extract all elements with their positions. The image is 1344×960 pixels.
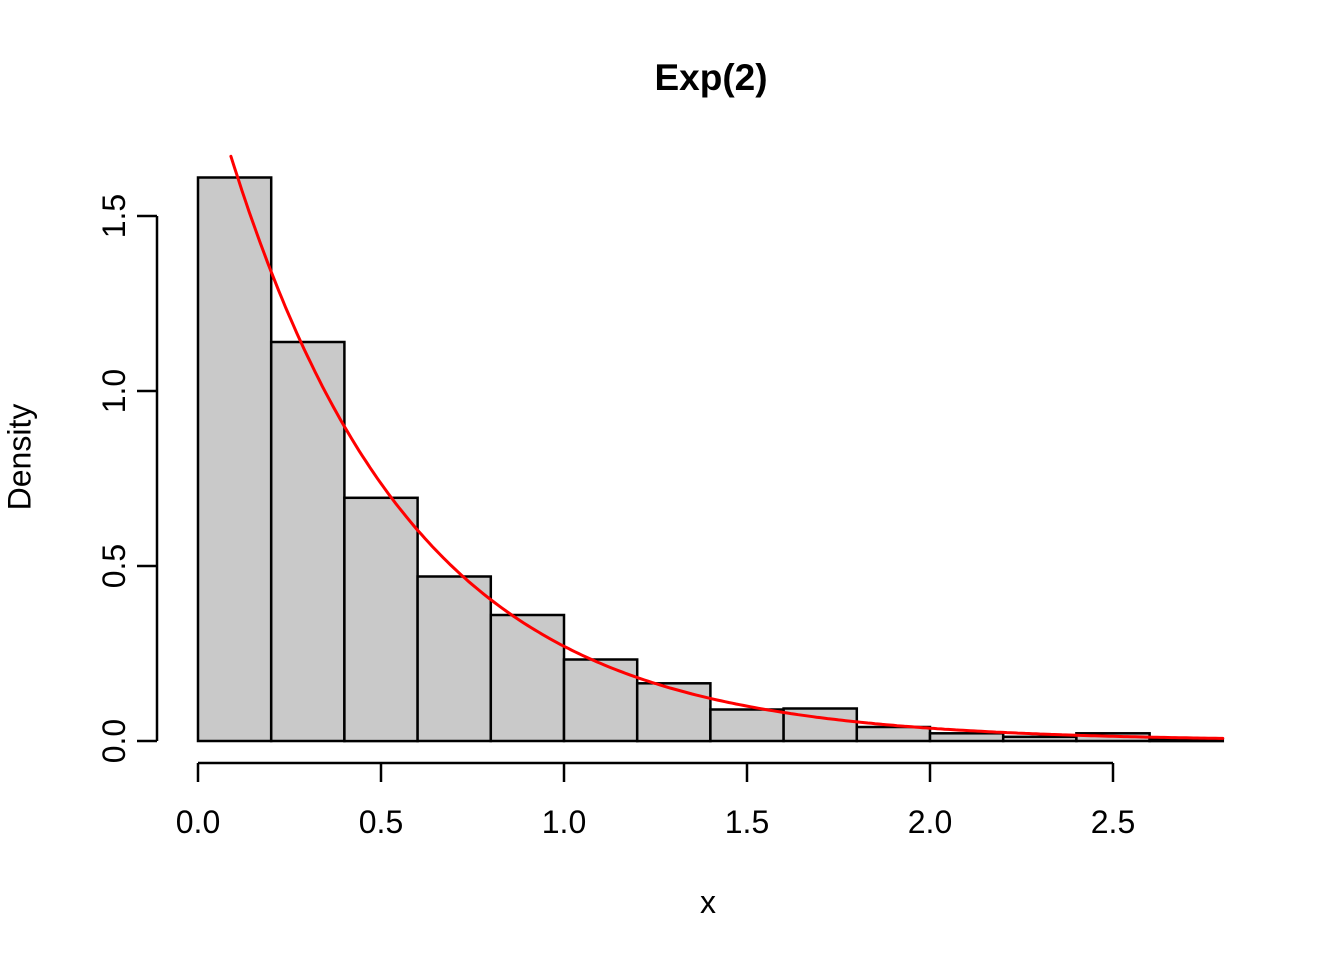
histogram-bar (635, 682, 712, 743)
x-tick-label: 2.0 (908, 804, 952, 840)
histogram-bar (1001, 735, 1078, 743)
x-tick-label: 0.0 (176, 804, 220, 840)
x-tick-label: 0.5 (359, 804, 403, 840)
histogram-bar (489, 613, 566, 743)
x-tick-label: 1.0 (542, 804, 586, 840)
histogram-bar (928, 732, 1005, 743)
y-axis (137, 214, 159, 743)
y-tick-label: 1.5 (96, 194, 132, 238)
x-axis-title: x (700, 884, 716, 920)
x-axis (196, 761, 1115, 782)
histogram-bar (269, 340, 346, 743)
density-curve (229, 154, 1225, 740)
histogram-bar (709, 708, 785, 743)
x-tick-label: 2.5 (1091, 804, 1135, 840)
histogram-bar (855, 725, 932, 743)
histogram-bar (562, 658, 639, 743)
histogram-bar (196, 176, 273, 743)
x-tick-label: 1.5 (725, 804, 769, 840)
y-tick-label: 0.5 (96, 544, 132, 588)
y-tick-label: 1.0 (96, 369, 132, 413)
chart-title: Exp(2) (654, 57, 768, 98)
histogram-bar (343, 496, 419, 743)
histogram-bars (196, 176, 1225, 743)
histogram-bar (416, 575, 493, 743)
y-tick-label: 0.0 (96, 719, 132, 763)
